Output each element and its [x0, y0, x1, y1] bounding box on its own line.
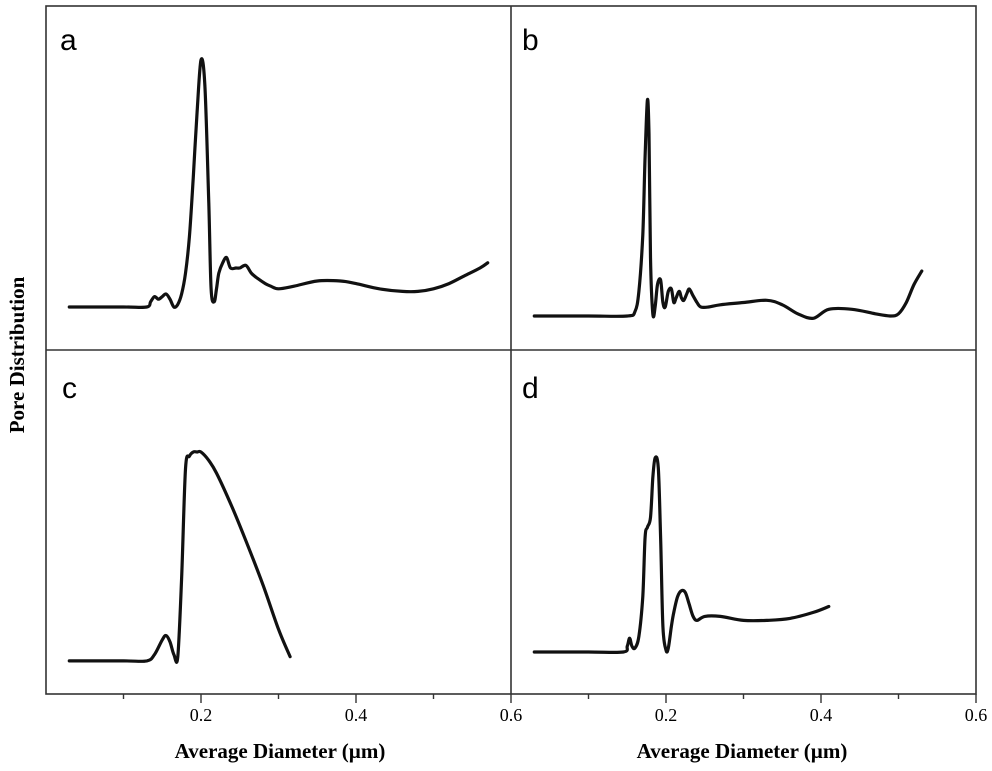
panel-letter-a: a: [60, 24, 77, 57]
x-tick-label-left: 0.2: [190, 705, 213, 725]
curve-panel-d-series-0: [532, 455, 831, 655]
x-tick-label-left: 0.4: [345, 705, 368, 725]
y-axis-title: Pore Distribution: [5, 276, 29, 433]
x-tick-label-right: 0.4: [810, 705, 833, 725]
panel-letter-c: c: [62, 372, 77, 405]
x-tick-label-right: 0.2: [655, 705, 678, 725]
curve-panel-b-series-0: [532, 97, 924, 320]
panel-letter-b: b: [522, 24, 539, 57]
figure-frames: [45, 5, 977, 695]
curve-panel-a-series-0: [67, 57, 490, 309]
x-tick-label-right: 0.6: [965, 705, 988, 725]
x-tick-label-left: 0.6: [500, 705, 523, 725]
distribution-curves: [67, 57, 924, 664]
x-axis-title-left: Average Diameter (µm): [175, 739, 386, 763]
x-axis-ticks: 0.2 0.4 0.6 0.2 0.4 0.6: [122, 694, 988, 725]
curve-panel-c-series-0: [67, 449, 292, 664]
x-axis-title-right: Average Diameter (µm): [637, 739, 848, 763]
panel-letter-d: d: [522, 372, 539, 405]
